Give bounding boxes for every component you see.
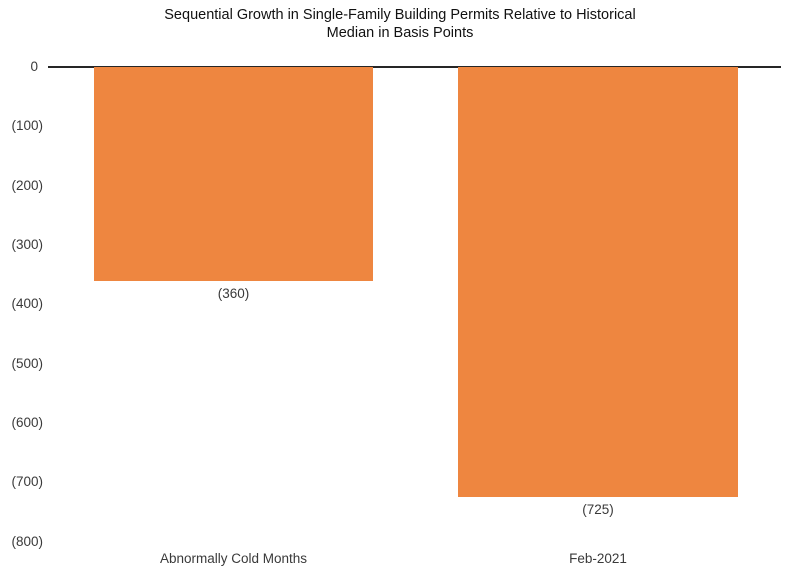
y-tick-label: (200) <box>11 177 43 193</box>
chart-title-text: Sequential Growth in Single-Family Build… <box>164 7 636 41</box>
bar-2 <box>458 67 738 497</box>
x-category-label: Feb-2021 <box>569 551 627 566</box>
bar-data-label: (360) <box>217 286 250 301</box>
y-tick-label: (800) <box>11 533 43 549</box>
chart-title: Sequential Growth in Single-Family Build… <box>0 7 800 42</box>
bar-1 <box>94 67 373 281</box>
x-axis-line <box>48 66 781 68</box>
y-tick-label: (100) <box>11 118 43 134</box>
x-category-label: Abnormally Cold Months <box>159 551 308 566</box>
y-tick-label: (400) <box>11 296 43 312</box>
y-tick-label: (300) <box>11 237 43 253</box>
y-tick-label: (600) <box>11 415 43 431</box>
bar-data-label: (725) <box>582 502 614 517</box>
y-tick-label: 0 <box>30 59 38 74</box>
y-tick-label: (700) <box>11 474 43 490</box>
y-tick-label: (500) <box>11 355 43 371</box>
